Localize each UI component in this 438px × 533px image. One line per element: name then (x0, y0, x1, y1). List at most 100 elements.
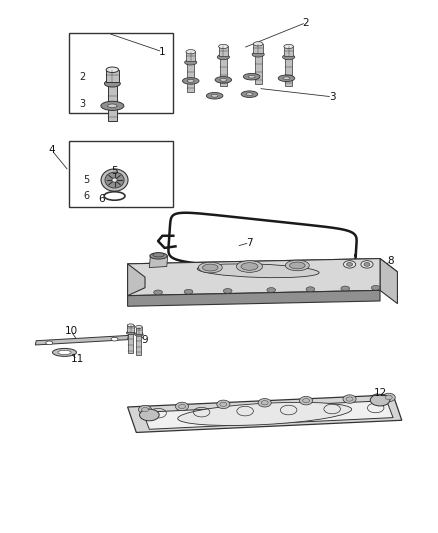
Ellipse shape (346, 263, 353, 266)
Polygon shape (127, 259, 397, 277)
Ellipse shape (220, 78, 227, 81)
Ellipse shape (241, 91, 258, 98)
Ellipse shape (101, 101, 124, 110)
Ellipse shape (248, 75, 255, 78)
Ellipse shape (101, 169, 128, 191)
FancyBboxPatch shape (254, 54, 261, 84)
FancyBboxPatch shape (136, 327, 142, 334)
Ellipse shape (246, 93, 253, 95)
Ellipse shape (183, 78, 199, 84)
FancyBboxPatch shape (187, 62, 194, 92)
FancyBboxPatch shape (69, 33, 173, 113)
Ellipse shape (105, 172, 124, 188)
Ellipse shape (217, 54, 230, 60)
Ellipse shape (364, 263, 370, 266)
Ellipse shape (153, 253, 164, 257)
Text: 1: 1 (159, 47, 166, 56)
Ellipse shape (176, 402, 188, 411)
Text: 7: 7 (246, 238, 253, 248)
FancyBboxPatch shape (137, 334, 141, 355)
FancyBboxPatch shape (219, 46, 228, 56)
Ellipse shape (284, 44, 293, 49)
Text: 2: 2 (79, 71, 85, 82)
Ellipse shape (211, 94, 218, 97)
Ellipse shape (290, 262, 305, 269)
Ellipse shape (382, 393, 395, 402)
Ellipse shape (219, 44, 228, 49)
Ellipse shape (154, 290, 162, 295)
Ellipse shape (343, 395, 356, 403)
Ellipse shape (361, 261, 373, 268)
Ellipse shape (197, 264, 319, 278)
Ellipse shape (178, 402, 352, 425)
Polygon shape (35, 335, 128, 345)
Polygon shape (127, 290, 380, 306)
Text: 2: 2 (303, 18, 309, 28)
Ellipse shape (300, 397, 313, 405)
Ellipse shape (252, 52, 264, 57)
Ellipse shape (267, 288, 276, 293)
Text: 9: 9 (142, 335, 148, 345)
Text: 5: 5 (83, 175, 89, 185)
Text: 3: 3 (79, 99, 85, 109)
FancyBboxPatch shape (127, 325, 134, 332)
Ellipse shape (186, 50, 195, 54)
Ellipse shape (127, 331, 135, 335)
Ellipse shape (253, 42, 263, 46)
FancyBboxPatch shape (253, 44, 263, 53)
Text: 11: 11 (71, 354, 84, 364)
Ellipse shape (150, 253, 167, 259)
Polygon shape (127, 259, 380, 296)
Ellipse shape (108, 104, 117, 108)
Text: 12: 12 (374, 387, 387, 398)
Polygon shape (380, 259, 397, 304)
Ellipse shape (237, 261, 262, 272)
Text: 6: 6 (83, 191, 89, 201)
FancyBboxPatch shape (128, 333, 133, 353)
Ellipse shape (258, 399, 271, 407)
Ellipse shape (286, 260, 309, 271)
Ellipse shape (206, 93, 223, 99)
Ellipse shape (278, 75, 295, 82)
Ellipse shape (140, 409, 159, 421)
Ellipse shape (283, 77, 290, 79)
Ellipse shape (306, 287, 315, 292)
Ellipse shape (136, 326, 142, 328)
Ellipse shape (127, 324, 134, 327)
Ellipse shape (187, 79, 194, 82)
Text: 4: 4 (48, 145, 55, 155)
FancyBboxPatch shape (106, 70, 119, 82)
Ellipse shape (261, 401, 268, 405)
Polygon shape (127, 395, 402, 432)
Ellipse shape (341, 286, 350, 291)
Ellipse shape (106, 67, 119, 72)
FancyBboxPatch shape (220, 57, 227, 86)
Ellipse shape (112, 178, 117, 182)
Ellipse shape (58, 350, 71, 354)
Ellipse shape (220, 402, 227, 407)
FancyBboxPatch shape (69, 141, 173, 207)
FancyBboxPatch shape (108, 84, 117, 122)
Ellipse shape (179, 405, 185, 409)
Ellipse shape (346, 397, 353, 401)
Polygon shape (149, 256, 168, 268)
FancyBboxPatch shape (285, 57, 292, 86)
Ellipse shape (303, 399, 310, 403)
Text: 6: 6 (98, 193, 105, 204)
Ellipse shape (104, 80, 120, 87)
Polygon shape (143, 401, 393, 429)
Ellipse shape (141, 408, 148, 412)
Ellipse shape (343, 261, 356, 268)
Ellipse shape (370, 394, 390, 406)
Ellipse shape (46, 341, 53, 345)
Ellipse shape (134, 333, 143, 336)
Ellipse shape (223, 288, 232, 293)
Ellipse shape (385, 395, 392, 400)
Text: 10: 10 (64, 326, 78, 336)
Ellipse shape (215, 77, 232, 83)
Ellipse shape (184, 289, 193, 294)
Ellipse shape (244, 74, 260, 80)
Text: 3: 3 (329, 92, 336, 102)
Ellipse shape (198, 262, 222, 273)
FancyBboxPatch shape (284, 46, 293, 56)
